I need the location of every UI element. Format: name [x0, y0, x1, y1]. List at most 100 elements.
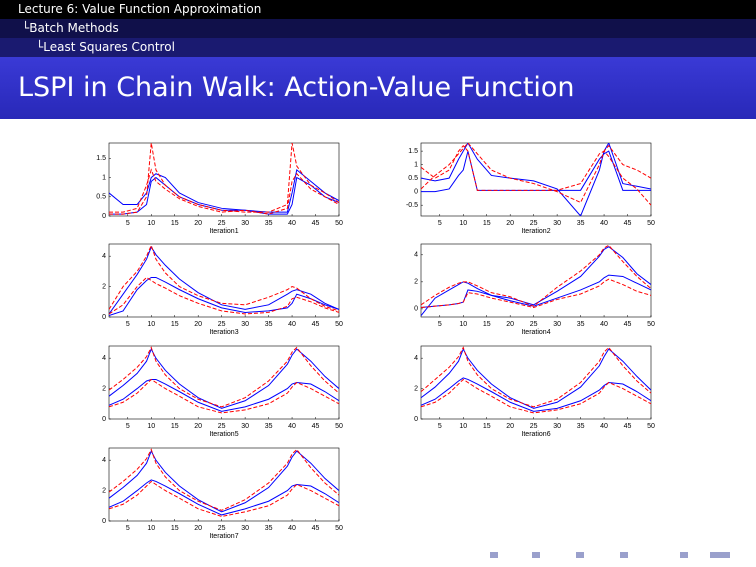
header-lecture: Lecture 6: Value Function Approximation	[0, 0, 756, 19]
x-tick-label: 35	[577, 321, 585, 328]
y-tick-label: 1	[102, 174, 106, 181]
series-line	[421, 278, 651, 309]
x-tick-label: 40	[600, 423, 608, 430]
y-tick-label: 4	[102, 457, 106, 464]
x-tick-label: 10	[459, 220, 467, 227]
x-tick-label: 5	[438, 321, 442, 328]
series-line	[421, 346, 651, 408]
series-line	[109, 168, 339, 213]
x-tick-label: 50	[335, 220, 343, 227]
x-tick-label: 10	[459, 423, 467, 430]
x-tick-label: 40	[600, 220, 608, 227]
x-tick-label: 25	[218, 321, 226, 328]
series-line	[109, 479, 339, 516]
x-tick-label: 50	[335, 423, 343, 430]
series-line	[109, 276, 339, 316]
y-tick-label: -0.5	[406, 202, 418, 209]
x-tick-label: 20	[194, 220, 202, 227]
y-tick-label: 4	[414, 355, 418, 362]
header-section: └Batch Methods	[0, 19, 756, 38]
nav-icons	[490, 552, 730, 558]
x-tick-label: 30	[553, 321, 561, 328]
header-subsection: └Least Squares Control	[0, 38, 756, 57]
x-tick-label: 45	[624, 423, 632, 430]
x-tick-label: 20	[506, 423, 514, 430]
y-tick-label: 2	[102, 283, 106, 290]
y-tick-label: 0.5	[96, 194, 106, 201]
series-line	[109, 168, 339, 215]
x-tick-label: 40	[288, 423, 296, 430]
x-tick-label: 10	[147, 220, 155, 227]
x-tick-label: 30	[553, 220, 561, 227]
x-tick-label: 30	[241, 321, 249, 328]
x-tick-label: 25	[218, 220, 226, 227]
x-tick-label: 5	[438, 423, 442, 430]
x-tick-label: 20	[506, 220, 514, 227]
x-tick-label: 5	[126, 423, 130, 430]
y-tick-label: 0	[102, 416, 106, 423]
x-axis-label: Iteration1	[209, 228, 238, 235]
x-tick-label: 30	[241, 525, 249, 532]
x-tick-label: 30	[241, 423, 249, 430]
x-tick-label: 5	[126, 525, 130, 532]
x-tick-label: 25	[530, 220, 538, 227]
series-line	[109, 378, 339, 414]
x-axis-label: Iteration3	[209, 329, 238, 336]
x-axis-label: Iteration2	[521, 228, 550, 235]
x-tick-label: 15	[171, 423, 179, 430]
x-tick-label: 15	[483, 423, 491, 430]
subsection: Least Squares Control	[43, 40, 175, 54]
x-tick-label: 45	[312, 423, 320, 430]
x-tick-label: 10	[147, 423, 155, 430]
x-tick-label: 35	[577, 220, 585, 227]
x-tick-label: 15	[171, 321, 179, 328]
series-line	[421, 144, 651, 206]
series-line	[421, 143, 651, 204]
section: Batch Methods	[29, 21, 119, 35]
x-tick-label: 50	[647, 220, 655, 227]
series-line	[421, 150, 651, 193]
x-tick-label: 40	[600, 321, 608, 328]
x-tick-label: 15	[171, 525, 179, 532]
x-tick-label: 5	[126, 220, 130, 227]
x-tick-label: 50	[647, 423, 655, 430]
x-tick-label: 25	[218, 525, 226, 532]
y-tick-label: 0	[102, 518, 106, 525]
x-tick-label: 15	[171, 220, 179, 227]
y-tick-label: 4	[102, 355, 106, 362]
x-axis-label: Iteration6	[521, 431, 550, 438]
x-tick-label: 40	[288, 525, 296, 532]
x-tick-label: 25	[218, 423, 226, 430]
series-line	[421, 244, 651, 307]
x-axis-label: Iteration5	[209, 431, 238, 438]
y-tick-label: 0	[414, 416, 418, 423]
series-line	[109, 176, 339, 215]
x-tick-label: 50	[335, 525, 343, 532]
series-line	[109, 448, 339, 511]
axes-box	[108, 142, 340, 217]
x-tick-label: 50	[335, 321, 343, 328]
x-tick-label: 35	[577, 423, 585, 430]
x-tick-label: 10	[459, 321, 467, 328]
series-line	[109, 143, 339, 215]
y-tick-label: 2	[414, 279, 418, 286]
y-tick-label: 1.5	[96, 155, 106, 162]
x-tick-label: 5	[438, 220, 442, 227]
y-tick-label: 2	[102, 487, 106, 494]
x-tick-label: 30	[553, 423, 561, 430]
series-line	[421, 377, 651, 412]
x-tick-label: 45	[624, 321, 632, 328]
x-tick-label: 40	[288, 220, 296, 227]
x-tick-label: 20	[194, 321, 202, 328]
y-tick-label: 0.5	[408, 175, 418, 182]
x-tick-label: 20	[194, 525, 202, 532]
x-tick-label: 35	[265, 220, 273, 227]
x-tick-label: 30	[241, 220, 249, 227]
series-line	[109, 346, 339, 408]
x-axis-label: Iteration7	[209, 533, 238, 540]
series-line	[109, 378, 339, 412]
y-tick-label: 2	[414, 385, 418, 392]
y-tick-label: 0	[102, 213, 106, 220]
